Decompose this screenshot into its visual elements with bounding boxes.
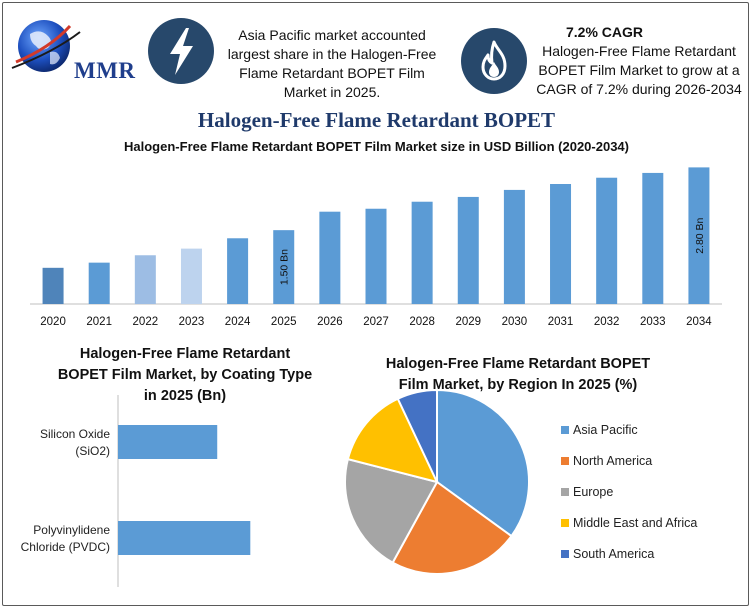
legend-swatch (561, 488, 569, 496)
bar-2032 (596, 177, 618, 304)
legend-swatch (561, 519, 569, 527)
x-tick-label: 2028 (409, 316, 435, 328)
x-tick-label: 2022 (133, 316, 159, 328)
x-tick-label: 2033 (640, 316, 666, 328)
region-title-line: Halogen-Free Flame Retardant BOPET (385, 356, 651, 372)
coating-chart-title: Halogen-Free Flame Retardant BOPET Film … (30, 344, 340, 407)
region-title-line: Film Market, by Region In 2025 (%) (398, 377, 638, 393)
pie-slice (344, 457, 439, 564)
bar-2033 (642, 172, 664, 304)
coating-bar (118, 425, 218, 459)
bar-2030 (503, 189, 525, 304)
coating-title-line: in 2025 (Bn) (143, 388, 227, 404)
bar-2027 (365, 208, 387, 304)
pie-slice (396, 388, 438, 483)
x-tick-label: 2026 (317, 316, 343, 328)
region-chart-title: Halogen-Free Flame Retardant BOPET Film … (358, 354, 678, 396)
info-left-line: Flame Retardant BOPET Film (239, 65, 425, 81)
coating-category-label: Chloride (PVDC) (21, 540, 110, 554)
x-tick-label: 2032 (594, 316, 620, 328)
bar-2034 (688, 167, 710, 304)
info-right-line: BOPET Film Market to grow at a (538, 62, 740, 78)
bar-2025 (273, 230, 295, 304)
bar-2021 (88, 262, 110, 304)
x-tick-label: 2021 (86, 316, 112, 328)
globe-logo-icon (11, 20, 81, 72)
coating-category-label: (SiO2) (75, 444, 110, 458)
info-left-line: Asia Pacific market accounted (238, 27, 426, 43)
pie-slice (346, 397, 439, 484)
coating-title-line: Halogen-Free Flame Retardant (79, 346, 291, 362)
x-tick-label: 2027 (363, 316, 389, 328)
legend-swatch (561, 426, 569, 434)
info-left: Asia Pacific market accounted largest sh… (218, 26, 446, 102)
legend-label: Middle East and Africa (573, 516, 697, 530)
lightning-badge (148, 18, 214, 84)
region-pie-chart: Asia Pacific North America Europe Middle Ea… (344, 388, 697, 575)
pie-slice (436, 388, 530, 538)
x-tick-label: 2025 (271, 316, 297, 328)
x-tick-label: 2020 (40, 316, 66, 328)
info-left-line: largest share in the Halogen-Free (227, 46, 437, 62)
bar-2022 (134, 255, 156, 304)
info-left-line: Market in 2025. (283, 84, 381, 100)
lightning-icon (170, 28, 193, 75)
main-title: Halogen-Free Flame Retardant BOPET (197, 108, 556, 132)
bar-2026 (319, 211, 341, 304)
legend-label: South America (573, 547, 654, 561)
legend-label: Europe (573, 485, 613, 499)
info-right: Halogen-Free Flame Retardant BOPET Film … (530, 42, 748, 99)
coating-bar (118, 521, 251, 555)
bar-2028 (411, 201, 433, 304)
mmr-logo: MMR (10, 18, 140, 83)
bar-2023 (180, 248, 202, 304)
x-tick-label: 2029 (455, 316, 481, 328)
bar-data-label: 2.80 Bn (694, 217, 706, 253)
market-size-bar-chart: 2020 2021 2022 2023 2024 2025 1.50 Bn 2026 2027 2… (30, 167, 722, 328)
legend-swatch (561, 457, 569, 465)
bar-2024 (227, 238, 249, 304)
info-right-line: Halogen-Free Flame Retardant (542, 43, 736, 59)
legend-swatch (561, 550, 569, 558)
bar-2020 (42, 267, 64, 304)
x-tick-label: 2030 (502, 316, 528, 328)
flame-badge (461, 28, 527, 94)
coating-title-line: BOPET Film Market, by Coating Type (57, 367, 313, 383)
x-tick-label: 2034 (686, 316, 712, 328)
x-tick-label: 2023 (179, 316, 205, 328)
legend-label: Asia Pacific (573, 423, 638, 437)
bar-data-label: 1.50 Bn (279, 249, 291, 285)
bar-2029 (457, 196, 479, 304)
x-tick-label: 2031 (548, 316, 574, 328)
logo-text: MMR (74, 58, 136, 83)
coating-type-bar-chart: Silicon Oxide (SiO2) Polyvinylidene Chlorid… (21, 395, 251, 587)
x-tick-label: 2024 (225, 316, 251, 328)
legend-label: North America (573, 454, 652, 468)
bar-chart-title: Halogen-Free Flame Retardant BOPET Film … (124, 139, 629, 154)
coating-category-label: Polyvinylidene (33, 523, 110, 537)
flame-icon (481, 40, 507, 81)
cagr-title: 7.2% CAGR (566, 24, 644, 40)
bar-2031 (550, 184, 572, 304)
coating-category-label: Silicon Oxide (40, 427, 110, 441)
info-right-line: CAGR of 7.2% during 2026-2034 (536, 81, 742, 97)
pie-slice (391, 480, 513, 575)
